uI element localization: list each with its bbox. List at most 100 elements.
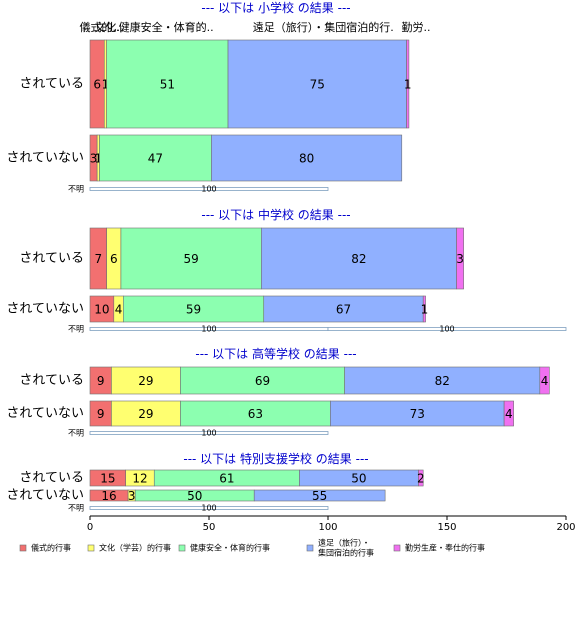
bar-segment bbox=[503, 400, 514, 427]
data-label: 51 bbox=[160, 78, 175, 92]
row-label: されていない bbox=[6, 406, 84, 421]
panel-title: --- 以下は 特別支援学校 の結果 --- bbox=[183, 451, 368, 466]
bar-segment bbox=[539, 366, 550, 395]
legend-swatch bbox=[306, 544, 314, 552]
data-label: 73 bbox=[410, 407, 425, 421]
panel-title: --- 以下は 高等学校 の結果 --- bbox=[195, 346, 356, 361]
data-label: 15 bbox=[100, 472, 115, 486]
row-label-unknown: 不明 bbox=[68, 185, 84, 194]
row-label: されている bbox=[19, 251, 84, 266]
unknown-bar bbox=[327, 327, 567, 331]
unknown-bar bbox=[89, 187, 329, 191]
bar-segment bbox=[456, 227, 464, 290]
unknown-label: 100 bbox=[201, 185, 216, 194]
x-tick-label: 100 bbox=[318, 522, 337, 533]
unknown-label: 100 bbox=[439, 325, 454, 334]
x-tick-label: 150 bbox=[437, 522, 456, 533]
data-label: 1 bbox=[404, 78, 412, 92]
row-label: されている bbox=[19, 373, 84, 388]
data-label: 6 bbox=[93, 78, 101, 92]
legend-label: 遠足（旅行）・ bbox=[318, 538, 370, 548]
x-tick-label: 50 bbox=[203, 522, 216, 533]
bar-segment bbox=[123, 295, 265, 323]
data-label: 61 bbox=[219, 472, 234, 486]
bar-segment bbox=[99, 134, 212, 182]
bar-segment bbox=[180, 366, 345, 395]
unknown-label: 100 bbox=[201, 504, 216, 513]
legend-label: 文化（学芸）的行事 bbox=[99, 543, 171, 553]
x-tick-label: 0 bbox=[87, 522, 93, 533]
bar-segment bbox=[227, 39, 407, 129]
data-label: 80 bbox=[299, 152, 314, 166]
unknown-label: 100 bbox=[201, 429, 216, 438]
data-label: 9 bbox=[97, 407, 105, 421]
bar-segment bbox=[111, 366, 181, 395]
data-label: 1 bbox=[102, 78, 110, 92]
panel-title: --- 以下は 中学校 の結果 --- bbox=[201, 207, 350, 222]
data-label: 4 bbox=[115, 303, 123, 317]
data-label: 4 bbox=[541, 374, 549, 388]
bar-segment bbox=[120, 227, 262, 290]
legend-label: 儀式的行事 bbox=[31, 543, 71, 553]
legend-swatch bbox=[393, 544, 401, 552]
top-label: 儀式的.. bbox=[80, 20, 120, 34]
legend-swatch bbox=[87, 544, 95, 552]
data-label: 6 bbox=[110, 252, 118, 266]
bar-segment bbox=[344, 366, 541, 395]
row-label-unknown: 不明 bbox=[68, 429, 84, 438]
bar-segment bbox=[418, 469, 424, 487]
row-label: されていない bbox=[6, 488, 84, 503]
data-label: 55 bbox=[312, 489, 327, 503]
data-label: 3 bbox=[128, 489, 136, 503]
data-label: 67 bbox=[336, 303, 351, 317]
legend-label: 健康安全・体育的行事 bbox=[190, 543, 270, 553]
data-label: 3 bbox=[90, 152, 98, 166]
data-label: 75 bbox=[310, 78, 325, 92]
data-label: 82 bbox=[351, 252, 366, 266]
legend-label: 勤労生産・奉仕的行事 bbox=[405, 543, 485, 553]
top-label: 勤労.. bbox=[402, 20, 431, 34]
unknown-label: 100 bbox=[201, 325, 216, 334]
data-label: 4 bbox=[505, 407, 513, 421]
data-label: 3 bbox=[456, 252, 464, 266]
data-label: 69 bbox=[255, 374, 270, 388]
data-label: 1 bbox=[421, 303, 429, 317]
data-label: 50 bbox=[351, 472, 366, 486]
legend-label: 集団宿泊的行事 bbox=[318, 548, 374, 558]
bar-segment bbox=[253, 489, 386, 502]
panel-title: --- 以下は 小学校 の結果 --- bbox=[201, 0, 350, 15]
legend-swatch bbox=[19, 544, 27, 552]
x-tick-label: 200 bbox=[556, 522, 575, 533]
bar-segment bbox=[263, 295, 424, 323]
data-label: 9 bbox=[97, 374, 105, 388]
data-label: 10 bbox=[94, 303, 109, 317]
data-label: 2 bbox=[417, 472, 425, 486]
top-label: 文化.. bbox=[95, 20, 124, 34]
data-label: 50 bbox=[187, 489, 202, 503]
data-label: 29 bbox=[138, 407, 153, 421]
data-label: 12 bbox=[132, 472, 147, 486]
top-label: 遠足（旅行）・集団宿泊的行. bbox=[253, 20, 394, 34]
data-label: 82 bbox=[435, 374, 450, 388]
row-label: されている bbox=[19, 77, 84, 92]
row-label: されていない bbox=[6, 151, 84, 166]
top-label: 健康安全・体育的.. bbox=[119, 20, 214, 34]
row-label: されていない bbox=[6, 302, 84, 317]
data-label: 47 bbox=[148, 152, 163, 166]
legend-swatch bbox=[178, 544, 186, 552]
data-label: 59 bbox=[184, 252, 199, 266]
data-label: 16 bbox=[101, 489, 116, 503]
unknown-bar bbox=[89, 431, 329, 435]
bar-segment bbox=[180, 400, 331, 427]
bar-segment bbox=[422, 295, 426, 323]
data-label: 59 bbox=[186, 303, 201, 317]
data-label: 63 bbox=[248, 407, 263, 421]
row-label: されている bbox=[19, 471, 84, 486]
bar-segment bbox=[406, 39, 410, 129]
unknown-bar bbox=[89, 506, 329, 510]
row-label-unknown: 不明 bbox=[68, 325, 84, 334]
bar-segment bbox=[106, 39, 229, 129]
bar-segment bbox=[211, 134, 403, 182]
data-label: 7 bbox=[95, 252, 103, 266]
